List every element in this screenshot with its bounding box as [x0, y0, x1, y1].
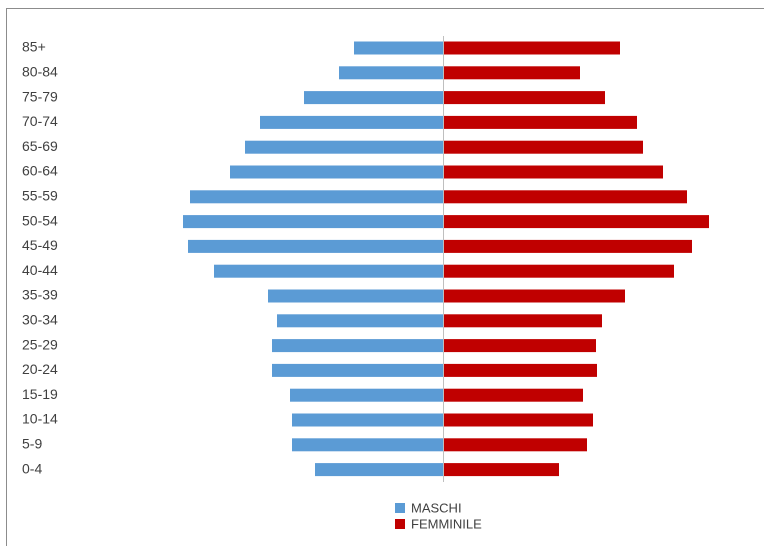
- y-tick-label: 20-24: [22, 361, 58, 377]
- bar: [443, 388, 583, 402]
- bar: [443, 438, 587, 452]
- bar: [183, 215, 443, 229]
- bar: [354, 41, 443, 55]
- bar: [443, 115, 637, 129]
- bar: [188, 239, 443, 253]
- bar: [292, 438, 443, 452]
- bar: [339, 66, 443, 80]
- bar: [443, 190, 687, 204]
- y-tick-label: 15-19: [22, 386, 58, 402]
- y-tick-label: 65-69: [22, 138, 58, 154]
- bar: [443, 413, 593, 427]
- y-tick-label: 30-34: [22, 312, 58, 328]
- bar: [272, 339, 443, 353]
- y-tick-label: 35-39: [22, 287, 58, 303]
- bar: [292, 413, 443, 427]
- bar: [268, 289, 443, 303]
- bar: [290, 388, 443, 402]
- y-tick-label: 60-64: [22, 163, 58, 179]
- bar: [245, 140, 443, 154]
- bar: [443, 289, 625, 303]
- y-tick-label: 85+: [22, 39, 46, 55]
- legend-swatch: [395, 503, 405, 513]
- bar: [443, 66, 580, 80]
- bar: [443, 363, 597, 377]
- legend-label: FEMMINILE: [411, 516, 482, 531]
- bar: [443, 264, 674, 278]
- y-tick-label: 50-54: [22, 212, 58, 228]
- bar: [443, 215, 709, 229]
- y-tick-label: 55-59: [22, 188, 58, 204]
- y-tick-label: 25-29: [22, 336, 58, 352]
- y-tick-label: 5-9: [22, 436, 42, 452]
- y-tick-label: 10-14: [22, 411, 58, 427]
- bar: [304, 91, 443, 105]
- chart-frame: [6, 8, 764, 546]
- bar: [443, 463, 559, 477]
- bar: [214, 264, 443, 278]
- bar: [190, 190, 443, 204]
- bar: [272, 363, 443, 377]
- y-tick-label: 75-79: [22, 88, 58, 104]
- y-tick-label: 80-84: [22, 64, 58, 80]
- y-tick-label: 40-44: [22, 262, 58, 278]
- bar: [443, 314, 602, 328]
- y-tick-label: 70-74: [22, 113, 58, 129]
- y-tick-label: 0-4: [22, 460, 42, 476]
- legend-label: MASCHI: [411, 500, 462, 515]
- bar: [277, 314, 443, 328]
- y-tick-label: 45-49: [22, 237, 58, 253]
- bar: [260, 115, 443, 129]
- bar: [315, 463, 443, 477]
- bar: [443, 41, 620, 55]
- bar: [443, 165, 663, 179]
- bar: [443, 140, 643, 154]
- bar: [443, 91, 605, 105]
- legend-swatch: [395, 519, 405, 529]
- bar: [443, 239, 692, 253]
- bar: [230, 165, 443, 179]
- bar: [443, 339, 596, 353]
